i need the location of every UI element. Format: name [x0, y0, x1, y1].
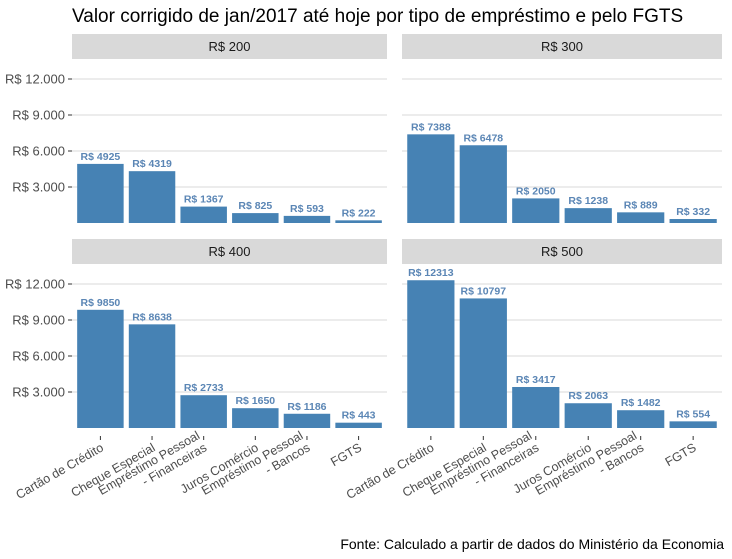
bar-value-label: R$ 4319: [132, 158, 172, 170]
bar: [180, 395, 227, 428]
bar-value-label: R$ 222: [342, 207, 376, 219]
facet-strip-label: R$ 300: [541, 39, 583, 54]
facet-strip: [402, 34, 722, 59]
bar: [232, 213, 279, 223]
bar-value-label: R$ 1186: [287, 401, 326, 413]
bar: [669, 421, 717, 428]
x-tick-label-line: FGTS: [328, 440, 364, 469]
bar-value-label: R$ 1650: [235, 395, 275, 407]
bar: [180, 206, 227, 223]
bar-value-label: R$ 4925: [81, 151, 121, 163]
bar: [77, 163, 124, 223]
bar: [407, 134, 455, 223]
facet-strip: [402, 239, 722, 264]
bar-value-label: R$ 6478: [463, 132, 503, 144]
bar: [407, 280, 455, 428]
x-tick-label: Cartão de Crédito: [13, 440, 105, 501]
facet-strip: [72, 239, 387, 264]
bar: [77, 309, 124, 428]
bar: [232, 408, 279, 428]
y-tick-label: R$ 6.000: [12, 144, 65, 159]
bar-value-label: R$ 825: [238, 200, 272, 212]
bar: [512, 386, 560, 428]
bar-value-label: R$ 593: [290, 203, 324, 215]
bar: [459, 145, 507, 223]
x-tick-label-line: FGTS: [663, 440, 699, 469]
facet-strip-label: R$ 500: [541, 244, 583, 259]
bar: [283, 413, 331, 428]
bar: [335, 220, 382, 223]
bar-value-label: R$ 1238: [568, 195, 608, 207]
chart-title: Valor corrigido de jan/2017 até hoje por…: [72, 6, 684, 27]
bar: [128, 171, 176, 223]
x-tick-label: FGTS: [663, 440, 699, 469]
y-tick-label: R$ 3.000: [12, 385, 65, 400]
y-tick-label: R$ 9.000: [12, 313, 65, 328]
y-tick-label: R$ 9.000: [12, 108, 65, 123]
x-tick-label-line: Cartão de Crédito: [13, 440, 105, 501]
bar-value-label: R$ 889: [624, 199, 658, 211]
bar-value-label: R$ 2063: [568, 390, 608, 402]
bar: [128, 324, 176, 428]
bar-value-label: R$ 1367: [184, 194, 224, 206]
bar-value-label: R$ 2733: [184, 382, 224, 394]
facet-strip: [72, 34, 387, 59]
bar: [564, 208, 612, 223]
bar: [617, 212, 665, 223]
bar: [512, 198, 560, 223]
y-tick-label: R$ 12.000: [5, 277, 65, 292]
bar-value-label: R$ 12313: [408, 267, 454, 279]
chart-caption: Fonte: Calculado a partir de dados do Mi…: [340, 536, 724, 552]
bar: [564, 403, 612, 428]
bar: [617, 410, 665, 428]
bar-value-label: R$ 7388: [411, 121, 451, 133]
y-tick-label: R$ 3.000: [12, 180, 65, 195]
bar-value-label: R$ 2050: [516, 185, 556, 197]
bar-value-label: R$ 8638: [132, 311, 172, 323]
bar: [669, 219, 717, 223]
bar: [335, 422, 382, 428]
bar: [283, 215, 331, 223]
bar-value-label: R$ 1482: [621, 397, 661, 409]
bar-value-label: R$ 332: [676, 206, 710, 218]
y-tick-label: R$ 12.000: [5, 72, 65, 87]
facet-strip-label: R$ 400: [209, 244, 251, 259]
y-tick-label: R$ 6.000: [12, 349, 65, 364]
bar-value-label: R$ 9850: [81, 297, 121, 309]
x-tick-label: FGTS: [328, 440, 364, 469]
bar-value-label: R$ 10797: [461, 285, 507, 297]
bar-value-label: R$ 554: [676, 408, 710, 420]
facet-strip-label: R$ 200: [209, 39, 251, 54]
bar-value-label: R$ 443: [342, 410, 376, 422]
bar: [459, 298, 507, 428]
bar-value-label: R$ 3417: [516, 374, 556, 386]
